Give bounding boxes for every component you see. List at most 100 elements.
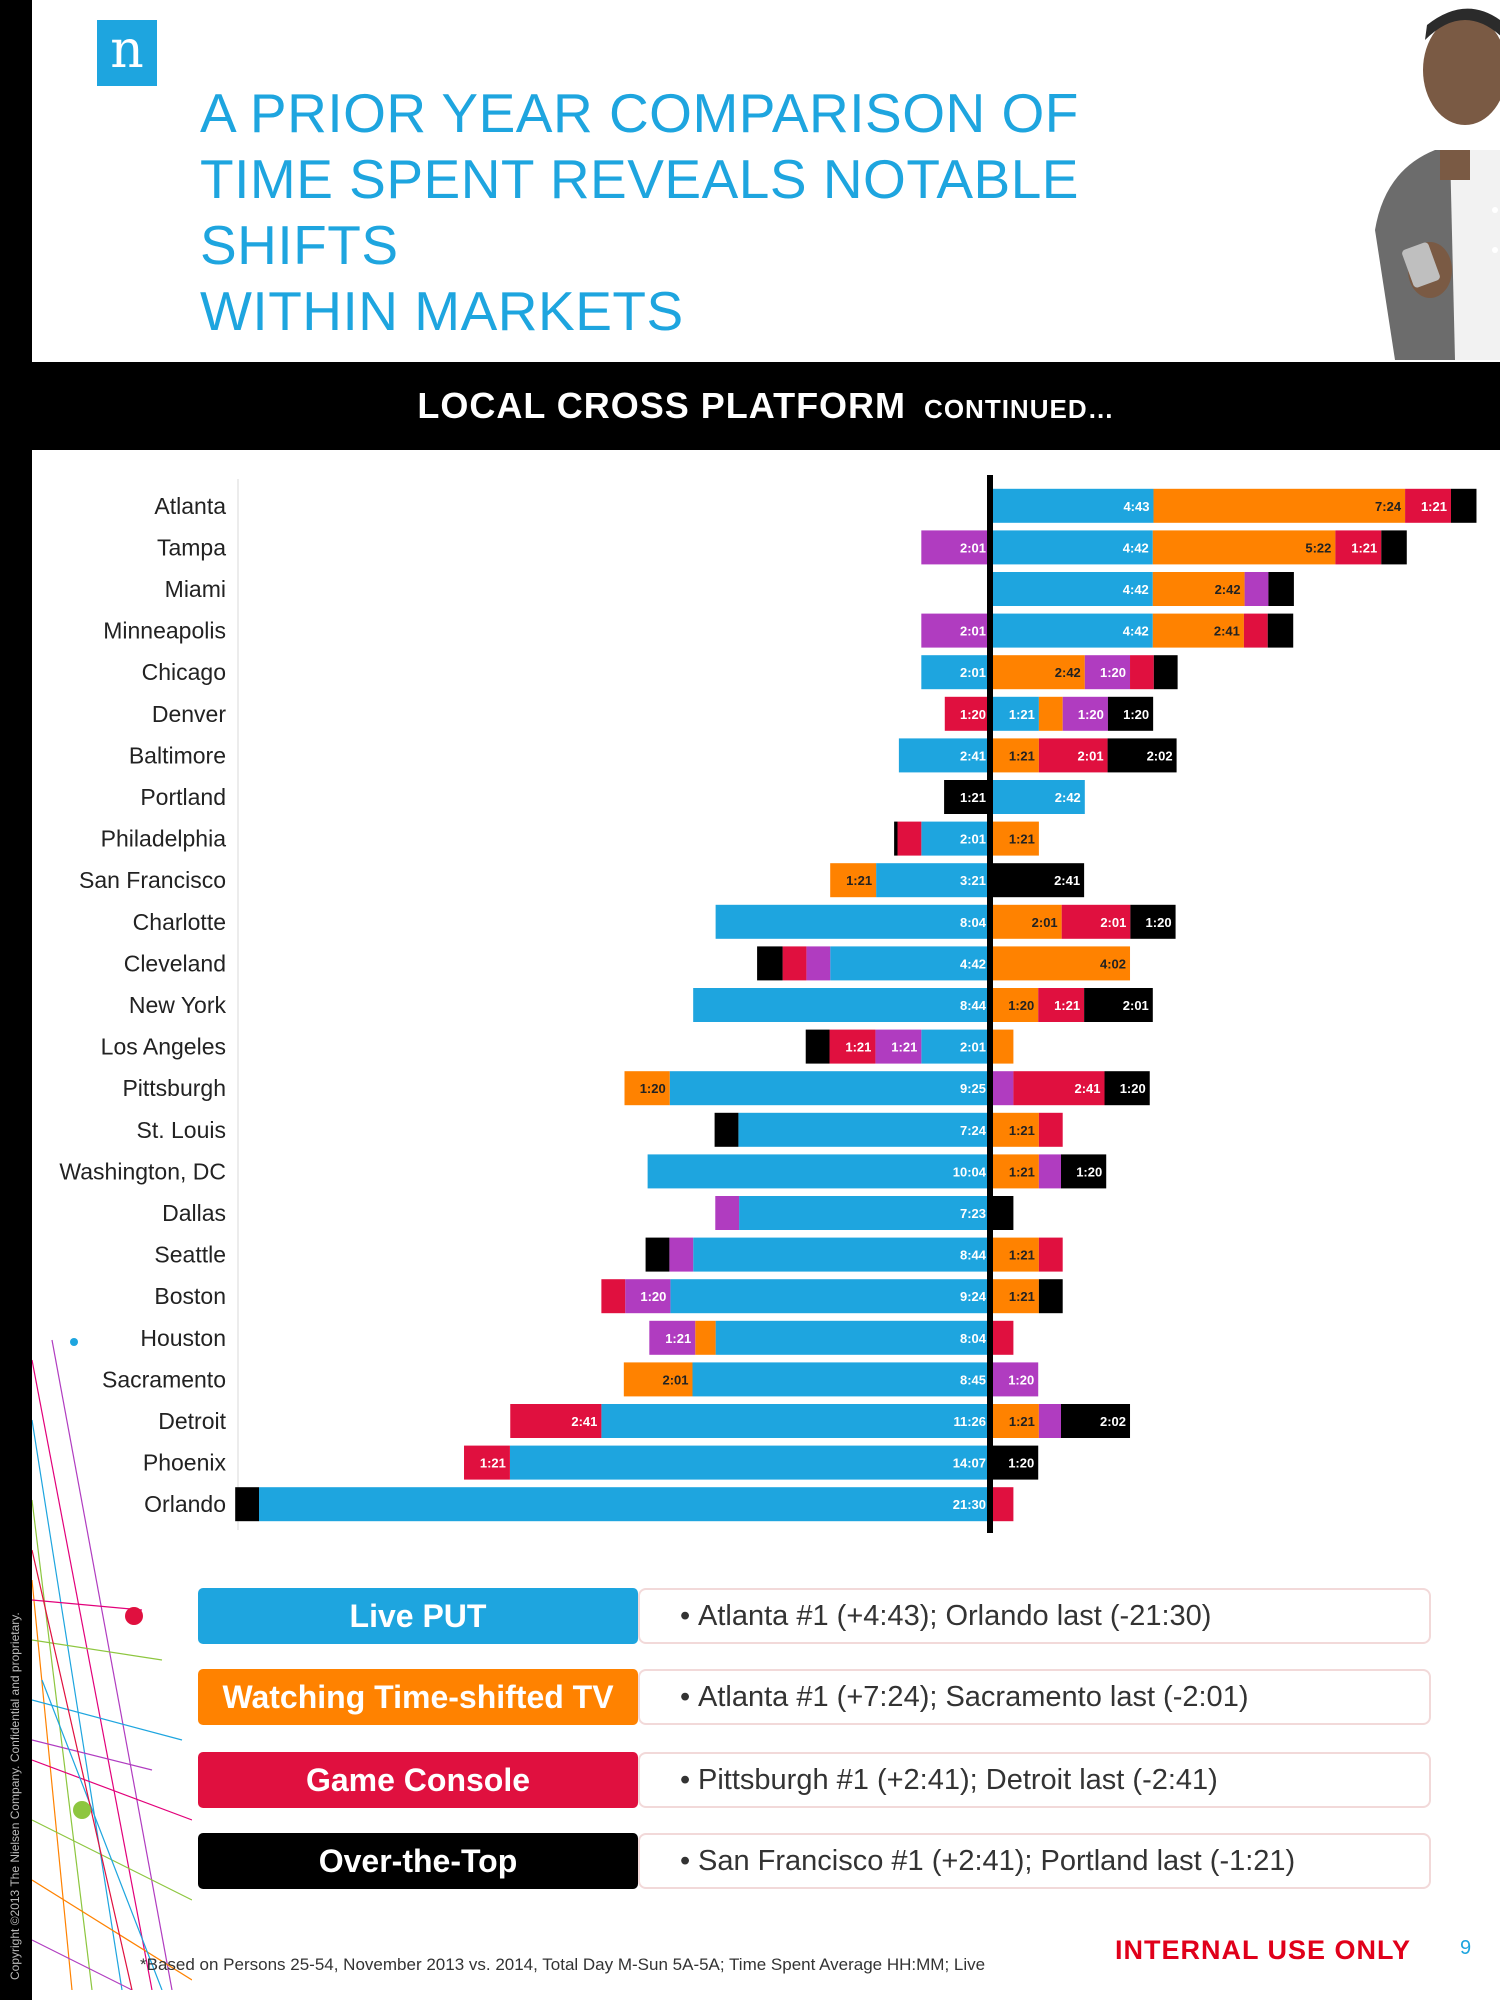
- bar-segment-over-the-top: [645, 1237, 670, 1272]
- bar-segment-live-put: [993, 530, 1153, 565]
- data-label: 10:04: [953, 1164, 987, 1179]
- category-label: Minneapolis: [103, 618, 226, 644]
- bar-segment-over-the-top: [1107, 696, 1154, 731]
- category-label: Dallas: [162, 1200, 226, 1226]
- bar-segment-live-put: [993, 572, 1153, 606]
- bar-segment-time-shifted: [993, 1029, 1014, 1064]
- data-label: 1:20: [960, 707, 986, 722]
- data-label: 1:21: [1009, 1414, 1035, 1429]
- bar-segment-other: [1038, 1404, 1061, 1438]
- category-label: Seattle: [154, 1242, 226, 1268]
- bar-segment-other: [875, 1029, 922, 1064]
- data-label: 2:41: [960, 748, 986, 763]
- title-line-1: A PRIOR YEAR COMPARISON OF: [200, 82, 1079, 144]
- bar-segment-game-console: [601, 1279, 626, 1314]
- category-label: Baltimore: [129, 742, 226, 768]
- bar-segment-game-console: [829, 1029, 876, 1064]
- legend-label: Watching Time-shifted TV: [198, 1669, 638, 1725]
- bar-segment-live-put: [693, 1237, 990, 1272]
- data-label: 1:20: [640, 1081, 666, 1096]
- category-label: Washington, DC: [59, 1158, 226, 1184]
- bullet-icon: •: [680, 1845, 691, 1877]
- left-black-strip: [0, 0, 32, 2000]
- bar-segment-over-the-top: [1038, 1279, 1063, 1314]
- bar-segment-live-put: [693, 988, 990, 1022]
- data-label: 1:21: [845, 1040, 871, 1055]
- bar-segment-game-console: [944, 696, 990, 731]
- bullet-icon: •: [680, 1600, 691, 1632]
- category-label: Pittsburgh: [122, 1075, 226, 1101]
- legend-row-time-shifted: Watching Time-shifted TV • Atlanta #1 (+7:…: [198, 1669, 1433, 1725]
- footnote: *Based on Persons 25-54, November 2013 v…: [140, 1955, 986, 1974]
- data-label: 1:21: [1054, 998, 1080, 1013]
- data-label: 2:01: [662, 1372, 688, 1387]
- bar-segment-game-console: [993, 1487, 1014, 1522]
- data-label: 2:01: [1100, 915, 1126, 930]
- category-label: Los Angeles: [101, 1034, 226, 1060]
- bar-segment-over-the-top: [1450, 488, 1477, 523]
- data-label: 7:24: [960, 1123, 987, 1138]
- data-label: 2:41: [1054, 873, 1080, 888]
- data-label: 1:21: [665, 1331, 691, 1346]
- section-banner: LOCAL CROSS PLATFORM CONTINUED…: [32, 362, 1500, 450]
- data-label: 8:45: [960, 1372, 986, 1387]
- legend-label: Live PUT: [198, 1588, 638, 1644]
- bar-segment-live-put: [715, 1320, 990, 1355]
- bar-segment-time-shifted: [993, 821, 1039, 856]
- bar-segment-over-the-top: [1107, 738, 1177, 773]
- data-label: 2:01: [1078, 748, 1104, 763]
- bar-segment-time-shifted: [830, 863, 877, 898]
- page-title: A PRIOR YEAR COMPARISON OF TIME SPENT RE…: [200, 80, 1200, 344]
- bar-segment-over-the-top: [1104, 1071, 1150, 1106]
- data-label: 1:21: [1009, 748, 1035, 763]
- bar-segment-time-shifted: [993, 1112, 1039, 1147]
- data-label: 2:42: [1055, 790, 1081, 805]
- data-label: 1:21: [1009, 1123, 1035, 1138]
- data-label: 1:21: [1009, 1164, 1035, 1179]
- data-label: 1:21: [891, 1040, 917, 1055]
- data-label: 1:21: [1421, 499, 1447, 514]
- bar-segment-other: [649, 1320, 696, 1355]
- data-label: 3:21: [960, 873, 986, 888]
- bar-segment-live-put: [898, 738, 990, 773]
- category-label: Tampa: [157, 534, 226, 560]
- data-label: 2:01: [960, 665, 986, 680]
- internal-use-label: INTERNAL USE ONLY: [1115, 1935, 1412, 1965]
- bar-segment-over-the-top: [894, 821, 898, 856]
- bar-segment-live-put: [738, 1112, 990, 1147]
- data-label: 4:42: [960, 956, 986, 971]
- data-label: 1:20: [1008, 1456, 1034, 1471]
- bar-segment-live-put: [993, 780, 1085, 814]
- legend-row-live-put: Live PUT • Atlanta #1 (+4:43); Orlando las…: [198, 1588, 1433, 1644]
- bullet-icon: •: [680, 1681, 691, 1713]
- bar-segment-live-put: [921, 821, 990, 856]
- bar-segment-other: [993, 1362, 1039, 1397]
- bar-segment-game-console: [464, 1445, 510, 1480]
- bar-segment-game-console: [1405, 488, 1451, 523]
- data-label: 8:44: [960, 998, 987, 1013]
- data-label: 2:01: [960, 540, 986, 555]
- bar-segment-other: [1244, 572, 1269, 606]
- legend-note-text: San Francisco #1 (+2:41); Portland last …: [698, 1845, 1296, 1877]
- bar-segment-time-shifted: [624, 1071, 670, 1106]
- bar-segment-over-the-top: [993, 1445, 1039, 1480]
- bar-segment-live-put: [647, 1154, 990, 1189]
- bar-segment-time-shifted: [993, 1279, 1039, 1314]
- data-label: 1:21: [1009, 707, 1035, 722]
- bar-segment-over-the-top: [714, 1112, 739, 1147]
- bar-segment-other: [1084, 655, 1131, 690]
- legend-note: • Atlanta #1 (+4:43); Orlando last (-21:3…: [638, 1588, 1431, 1644]
- bar-segment-live-put: [739, 1196, 990, 1230]
- data-label: 11:26: [953, 1414, 986, 1429]
- bar-segment-live-put: [669, 1071, 990, 1106]
- data-label: 4:42: [1123, 624, 1149, 639]
- bar-segment-game-console: [1335, 530, 1382, 565]
- bar-segment-live-put: [509, 1445, 990, 1480]
- data-label: 9:24: [960, 1289, 987, 1304]
- category-label: Sacramento: [102, 1366, 226, 1392]
- legend-note-text: Atlanta #1 (+7:24); Sacramento last (-2:…: [698, 1681, 1249, 1713]
- bar-segment-time-shifted: [993, 988, 1039, 1022]
- data-label: 1:21: [846, 873, 872, 888]
- bar-segment-live-put: [670, 1279, 990, 1314]
- bar-segment-time-shifted: [1152, 530, 1336, 565]
